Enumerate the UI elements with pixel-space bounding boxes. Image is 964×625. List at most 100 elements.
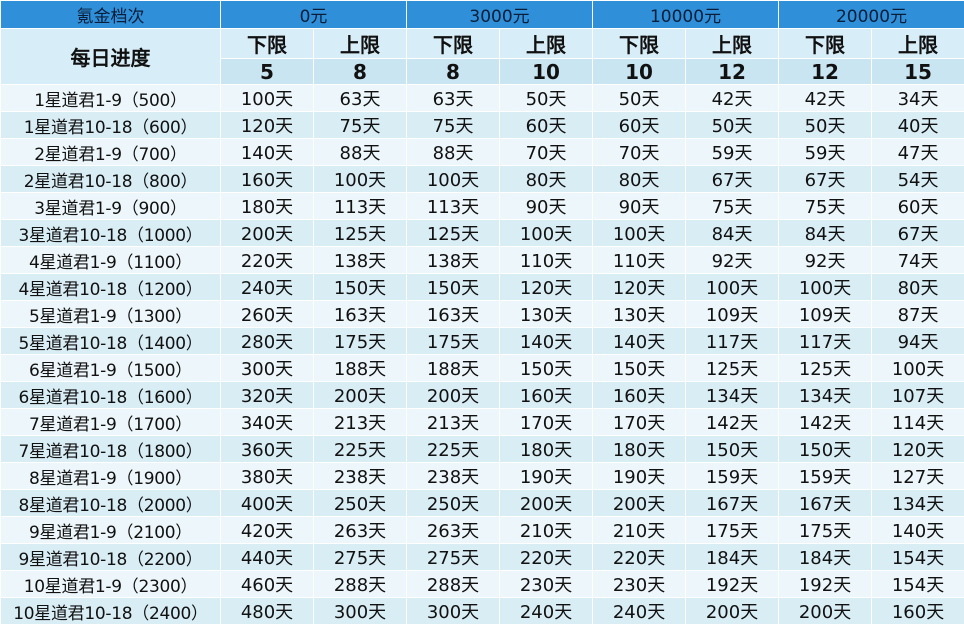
days-cell: 134天	[872, 490, 964, 517]
days-cell: 125天	[407, 220, 500, 247]
bound-label: 下限	[221, 29, 314, 59]
days-cell: 240天	[500, 598, 593, 625]
days-cell: 300天	[221, 355, 314, 382]
days-cell: 88天	[407, 139, 500, 166]
row-label: 7星道君1-9（1700）	[1, 409, 221, 436]
days-cell: 140天	[872, 517, 964, 544]
days-cell: 160天	[593, 382, 686, 409]
days-cell: 60天	[500, 112, 593, 139]
days-cell: 210天	[593, 517, 686, 544]
days-cell: 260天	[221, 301, 314, 328]
days-cell: 213天	[407, 409, 500, 436]
days-cell: 200天	[221, 220, 314, 247]
days-cell: 75天	[779, 193, 872, 220]
row-label: 9星道君1-9（2100）	[1, 517, 221, 544]
days-cell: 180天	[593, 436, 686, 463]
days-cell: 184天	[779, 544, 872, 571]
days-cell: 94天	[872, 328, 964, 355]
days-cell: 120天	[872, 436, 964, 463]
days-cell: 154天	[872, 544, 964, 571]
days-cell: 288天	[407, 571, 500, 598]
days-cell: 70天	[593, 139, 686, 166]
days-cell: 75天	[314, 112, 407, 139]
days-cell: 109天	[686, 301, 779, 328]
days-cell: 63天	[314, 85, 407, 112]
days-cell: 54天	[872, 166, 964, 193]
days-cell: 42天	[686, 85, 779, 112]
days-cell: 320天	[221, 382, 314, 409]
days-cell: 160天	[500, 382, 593, 409]
row-label: 8星道君1-9（1900）	[1, 463, 221, 490]
bound-value: 10	[500, 59, 593, 85]
days-cell: 88天	[314, 139, 407, 166]
days-cell: 100天	[407, 166, 500, 193]
row-label: 6星道君1-9（1500）	[1, 355, 221, 382]
row-label: 9星道君10-18（2200）	[1, 544, 221, 571]
days-cell: 263天	[314, 517, 407, 544]
days-cell: 90天	[593, 193, 686, 220]
days-cell: 34天	[872, 85, 964, 112]
days-cell: 113天	[407, 193, 500, 220]
days-cell: 125天	[686, 355, 779, 382]
days-cell: 150天	[500, 355, 593, 382]
days-cell: 167天	[779, 490, 872, 517]
days-cell: 200天	[593, 490, 686, 517]
days-cell: 160天	[221, 166, 314, 193]
days-cell: 138天	[314, 247, 407, 274]
days-cell: 100天	[593, 220, 686, 247]
bound-label: 下限	[593, 29, 686, 59]
days-cell: 100天	[779, 274, 872, 301]
days-cell: 154天	[872, 571, 964, 598]
days-cell: 70天	[500, 139, 593, 166]
days-cell: 84天	[686, 220, 779, 247]
days-cell: 210天	[500, 517, 593, 544]
days-cell: 150天	[407, 274, 500, 301]
days-cell: 200天	[500, 490, 593, 517]
days-cell: 225天	[407, 436, 500, 463]
bound-label: 上限	[500, 29, 593, 59]
bound-value: 8	[314, 59, 407, 85]
days-cell: 159天	[686, 463, 779, 490]
days-cell: 200天	[779, 598, 872, 625]
bound-value: 10	[593, 59, 686, 85]
row-label: 8星道君10-18（2000）	[1, 490, 221, 517]
tier-header-row: 氪金档次 0元 3000元 10000元 20000元	[1, 1, 964, 29]
days-cell: 240天	[221, 274, 314, 301]
days-cell: 150天	[686, 436, 779, 463]
days-cell: 134天	[779, 382, 872, 409]
days-cell: 175天	[407, 328, 500, 355]
days-cell: 200天	[686, 598, 779, 625]
days-cell: 220天	[221, 247, 314, 274]
days-cell: 150天	[593, 355, 686, 382]
days-cell: 360天	[221, 436, 314, 463]
days-cell: 170天	[500, 409, 593, 436]
days-cell: 140天	[500, 328, 593, 355]
days-cell: 113天	[314, 193, 407, 220]
days-cell: 213天	[314, 409, 407, 436]
days-cell: 200天	[407, 382, 500, 409]
days-cell: 480天	[221, 598, 314, 625]
days-cell: 175天	[779, 517, 872, 544]
bound-label: 下限	[779, 29, 872, 59]
days-cell: 100天	[221, 85, 314, 112]
days-cell: 140天	[221, 139, 314, 166]
days-cell: 138天	[407, 247, 500, 274]
days-cell: 160天	[872, 598, 964, 625]
days-cell: 117天	[779, 328, 872, 355]
days-cell: 114天	[872, 409, 964, 436]
days-cell: 42天	[779, 85, 872, 112]
days-cell: 190天	[593, 463, 686, 490]
days-cell: 184天	[686, 544, 779, 571]
days-cell: 107天	[872, 382, 964, 409]
days-cell: 188天	[407, 355, 500, 382]
days-cell: 238天	[314, 463, 407, 490]
